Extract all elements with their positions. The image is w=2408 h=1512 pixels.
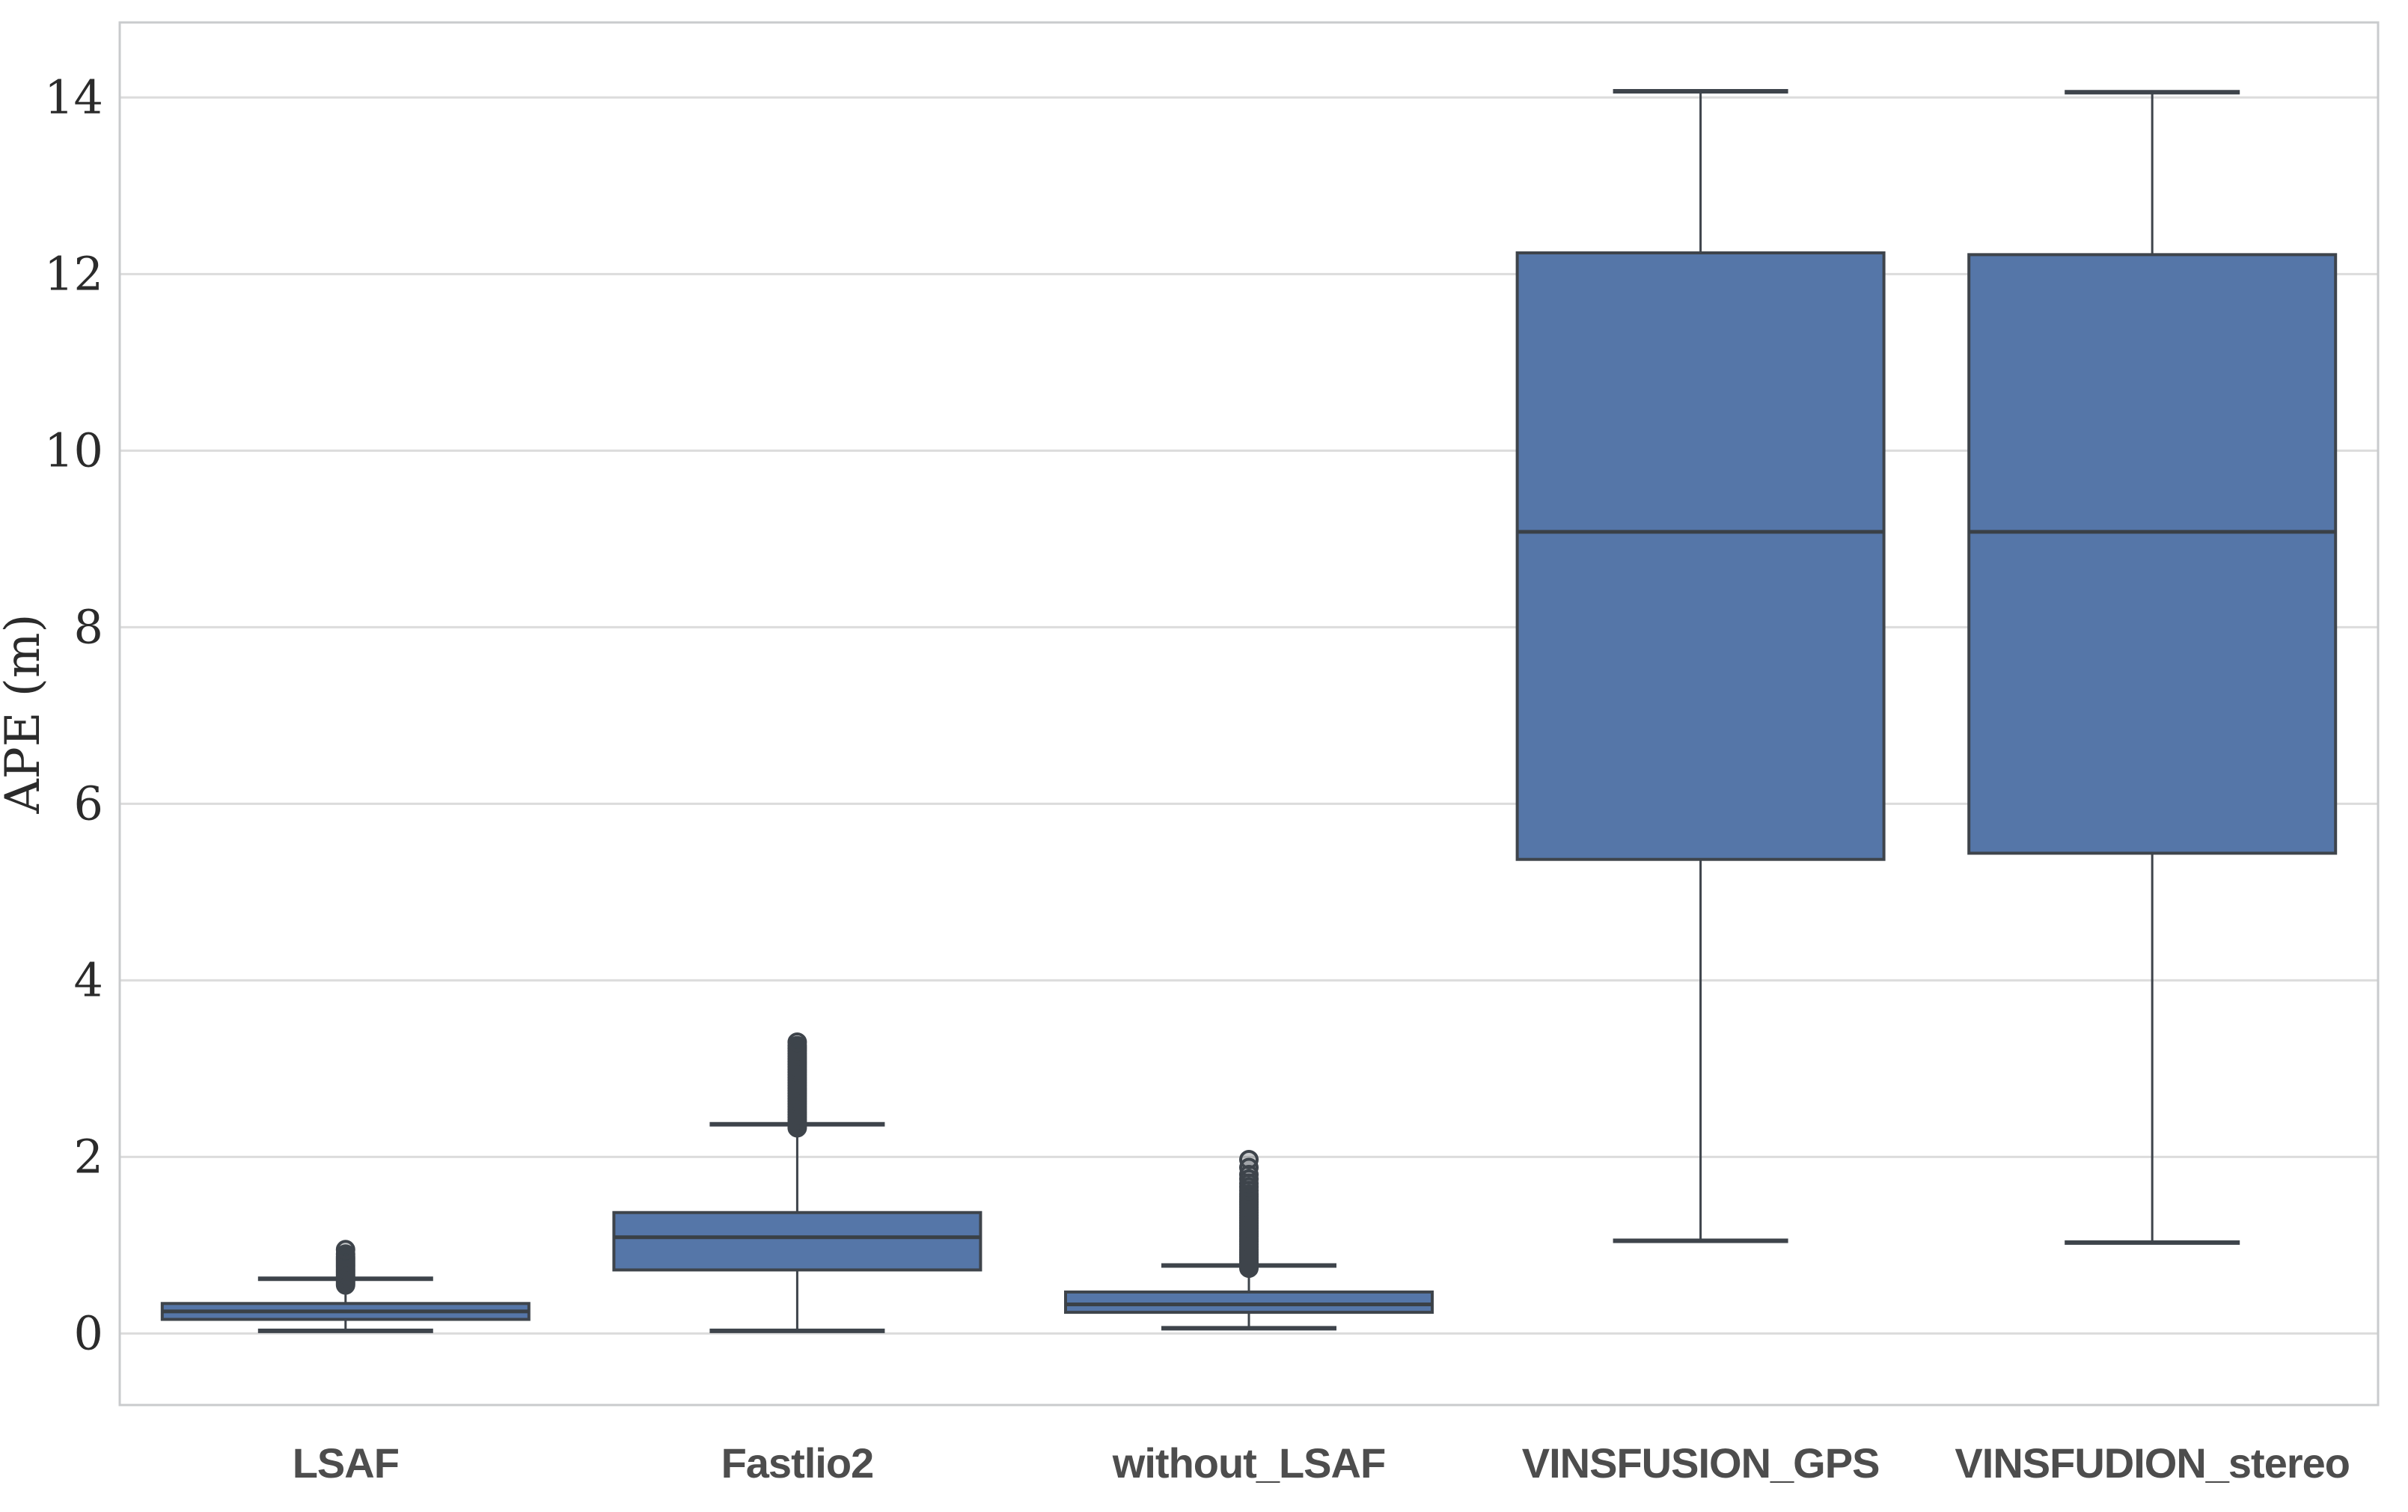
outlier-point: [787, 1032, 807, 1052]
plot-frame: [118, 21, 2380, 1407]
y-tick-label-8: 8: [74, 599, 103, 654]
y-tick-label-4: 4: [74, 952, 103, 1007]
iqr-box: [612, 1210, 983, 1272]
y-tick-label-12: 12: [44, 246, 103, 301]
category-label-LSAF: LSAF: [293, 1439, 399, 1487]
boxplot-LSAF: [160, 1240, 531, 1333]
y-tick-label-0: 0: [74, 1306, 103, 1360]
boxplot-without_LSAF: [1064, 1149, 1434, 1331]
outlier-point: [335, 1240, 355, 1260]
category-label-VINSFUSION_GPS: VINSFUSION_GPS: [1522, 1439, 1880, 1487]
boxplot-VINSFUDION_stereo: [1967, 90, 2338, 1245]
y-axis-title: APE (m): [0, 614, 51, 815]
y-tick-label-2: 2: [74, 1129, 103, 1184]
category-label-without_LSAF: without_LSAF: [1112, 1439, 1385, 1487]
category-label-VINSFUDION_stereo: VINSFUDION_stereo: [1955, 1439, 2350, 1487]
boxplot-VINSFUSION_GPS: [1515, 89, 1886, 1243]
category-label-Fastlio2: Fastlio2: [721, 1439, 874, 1487]
outlier-point: [1239, 1149, 1259, 1169]
iqr-box: [1515, 251, 1886, 861]
y-tick-label-10: 10: [44, 423, 103, 477]
iqr-box: [1064, 1290, 1434, 1314]
iqr-box: [1967, 253, 2338, 855]
y-tick-label-14: 14: [44, 70, 103, 124]
y-tick-label-6: 6: [74, 776, 103, 830]
boxplot-Fastlio2: [612, 1032, 983, 1333]
